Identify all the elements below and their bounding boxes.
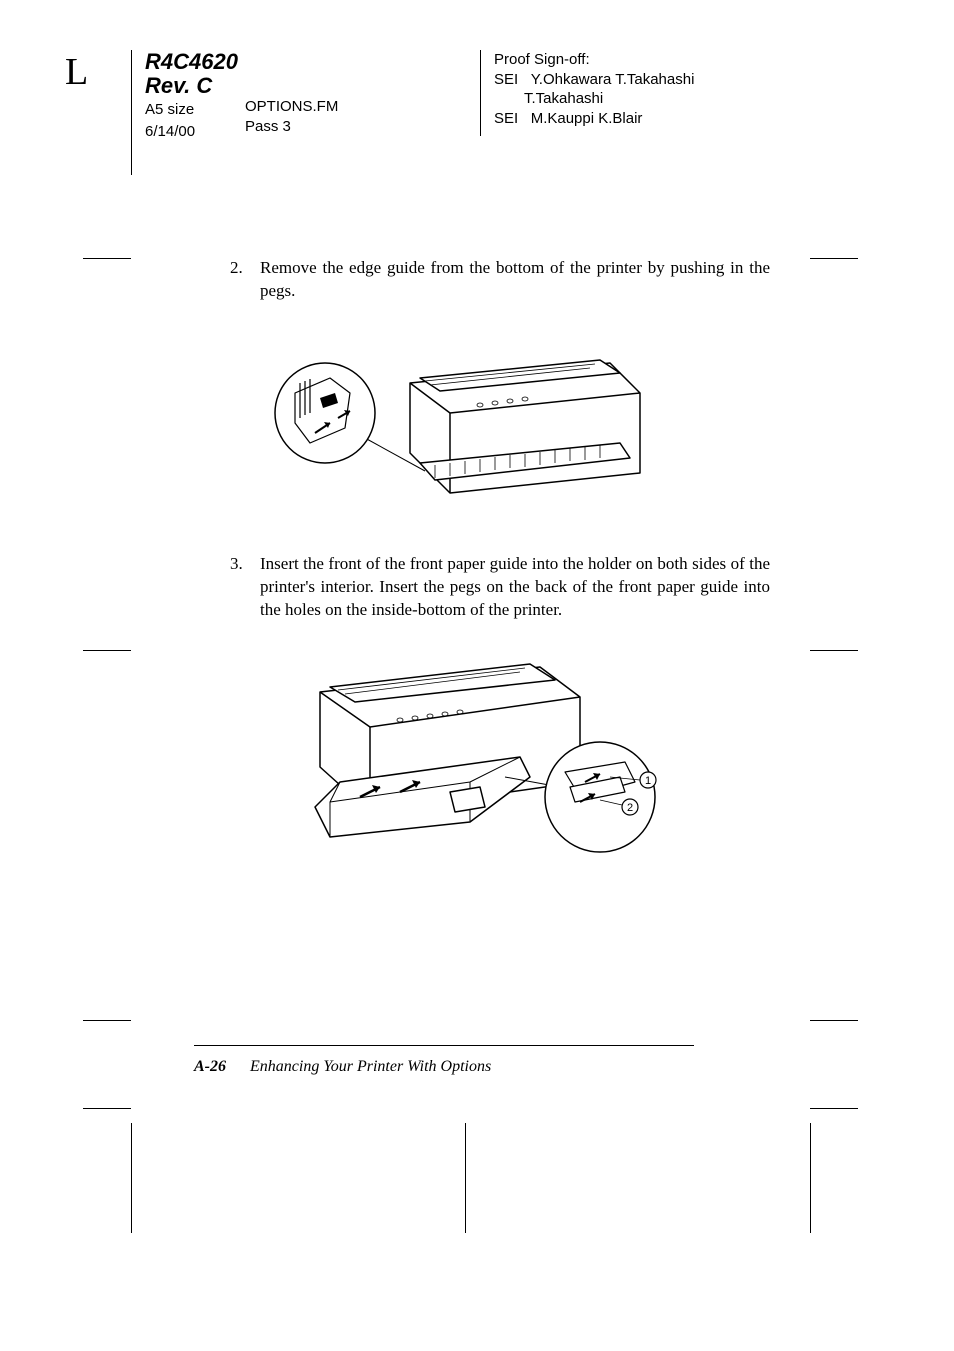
proof-signoff-block: Proof Sign-off: SEI Y.Ohkawara T.Takahas… <box>494 50 694 128</box>
doc-id: R4C4620 <box>145 50 238 74</box>
crop-mark <box>810 1108 858 1109</box>
crop-mark <box>83 650 131 651</box>
printer-illustration-1 <box>270 323 650 523</box>
proof-line3: SEI M.Kauppi K.Blair <box>494 109 694 129</box>
doc-revision: Rev. C <box>145 74 238 98</box>
proof-line2: T.Takahashi <box>494 89 694 109</box>
step-2: 2. Remove the edge guide from the bottom… <box>230 257 770 303</box>
doc-info-block: R4C4620 Rev. C A5 size 6/14/00 OPTIONS.F… <box>145 50 238 141</box>
footer-rule <box>194 1045 694 1046</box>
figure-1 <box>270 323 770 523</box>
doc-meta-col2: OPTIONS.FM Pass 3 <box>245 97 338 136</box>
main-content: 2. Remove the edge guide from the bottom… <box>230 257 770 902</box>
doc-pass: Pass 3 <box>245 117 338 137</box>
crop-mark <box>83 1020 131 1021</box>
doc-date: 6/14/00 <box>145 122 238 142</box>
proof-divider <box>480 50 481 136</box>
crop-mark <box>810 258 858 259</box>
crop-mark <box>810 650 858 651</box>
proof-title: Proof Sign-off: <box>494 50 694 70</box>
page-footer: A-26 Enhancing Your Printer With Options <box>194 1058 491 1076</box>
crop-mark <box>810 1020 858 1021</box>
step-3: 3. Insert the front of the front paper g… <box>230 553 770 622</box>
side-page-label: L <box>65 50 88 94</box>
figure-2: 1 2 <box>270 642 770 872</box>
printer-illustration-2: 1 2 <box>270 642 670 872</box>
step-text: Insert the front of the front paper guid… <box>260 553 770 622</box>
step-number: 3. <box>230 553 260 622</box>
svg-text:1: 1 <box>645 775 651 787</box>
header-divider <box>131 50 132 175</box>
doc-filename: OPTIONS.FM <box>245 97 338 117</box>
footer-title: Enhancing Your Printer With Options <box>250 1058 491 1075</box>
doc-size: A5 size <box>145 100 238 120</box>
crop-mark <box>83 258 131 259</box>
step-number: 2. <box>230 257 260 303</box>
svg-text:2: 2 <box>627 802 633 814</box>
step-text: Remove the edge guide from the bottom of… <box>260 257 770 303</box>
proof-line1: SEI Y.Ohkawara T.Takahashi <box>494 70 694 90</box>
crop-mark <box>83 1108 131 1109</box>
page-number: A-26 <box>194 1058 226 1075</box>
